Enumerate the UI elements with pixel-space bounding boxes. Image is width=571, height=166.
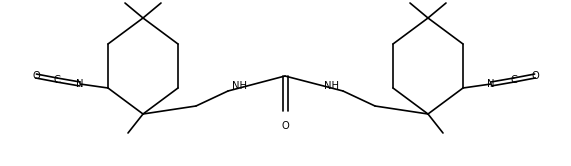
Text: O: O xyxy=(281,121,289,131)
Text: NH: NH xyxy=(324,81,339,91)
Text: NH: NH xyxy=(232,81,247,91)
Text: N: N xyxy=(487,79,494,89)
Text: O: O xyxy=(32,71,40,81)
Text: C: C xyxy=(54,75,61,85)
Text: O: O xyxy=(531,71,539,81)
Text: C: C xyxy=(510,75,517,85)
Text: N: N xyxy=(77,79,84,89)
